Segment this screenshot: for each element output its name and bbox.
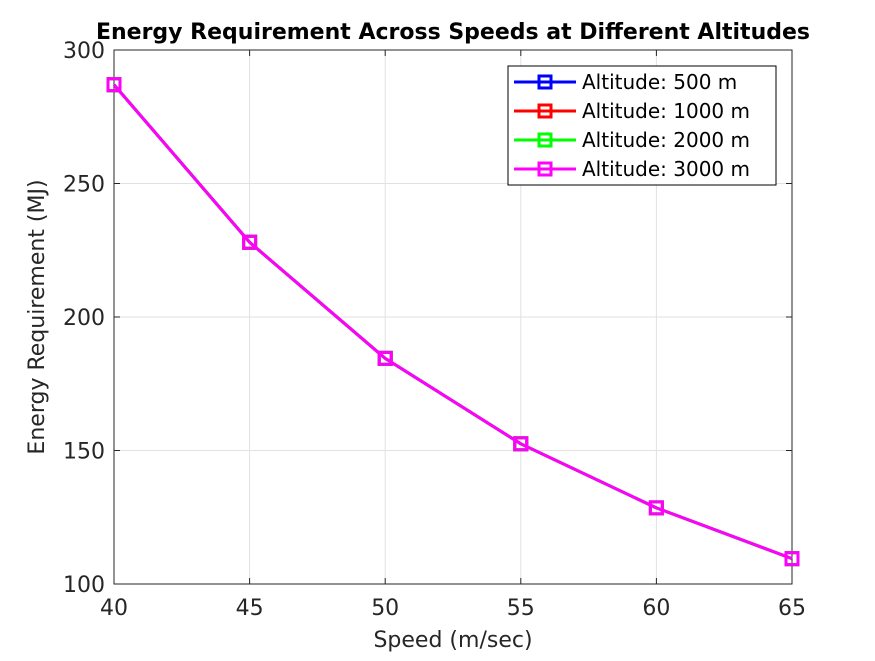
- x-tick-label: 50: [371, 596, 399, 621]
- y-tick-label: 100: [63, 573, 105, 598]
- legend-label: Altitude: 3000 m: [582, 157, 750, 181]
- legend-item: Altitude: 3000 m: [514, 157, 750, 181]
- legend-marker: [537, 161, 553, 177]
- data-point-marker: [784, 551, 800, 567]
- legend-item: Altitude: 2000 m: [514, 128, 750, 152]
- y-axis-ticks: 100 150 200 250 300: [63, 39, 792, 598]
- legend-label: Altitude: 2000 m: [582, 128, 750, 152]
- y-tick-label: 200: [63, 306, 105, 331]
- data-point-marker: [513, 436, 529, 452]
- legend-label: Altitude: 1000 m: [582, 99, 750, 123]
- series-4: [106, 77, 800, 567]
- x-tick-label: 55: [507, 596, 535, 621]
- legend-marker: [537, 132, 553, 148]
- legend-marker: [537, 74, 553, 90]
- x-tick-label: 40: [100, 596, 128, 621]
- x-axis-label: Speed (m/sec): [373, 628, 532, 653]
- x-tick-label: 65: [778, 596, 806, 621]
- series-group: [106, 77, 800, 567]
- legend-label: Altitude: 500 m: [582, 70, 737, 94]
- legend-item: Altitude: 1000 m: [514, 99, 750, 123]
- y-tick-label: 250: [63, 173, 105, 198]
- data-point-marker: [106, 77, 122, 93]
- chart-title: Energy Requirement Across Speeds at Diff…: [96, 20, 810, 45]
- x-tick-label: 45: [236, 596, 264, 621]
- legend-item: Altitude: 500 m: [514, 70, 737, 94]
- data-point-marker: [242, 234, 258, 250]
- y-tick-label: 300: [63, 39, 105, 64]
- data-point-marker: [648, 500, 664, 516]
- x-axis-ticks: 40 45 50 55 60 65: [100, 50, 806, 621]
- y-axis-label: Energy Requirement (MJ): [25, 179, 50, 454]
- data-point-marker: [377, 350, 393, 366]
- y-tick-label: 150: [63, 440, 105, 465]
- legend: Altitude: 500 m Altitude: 1000 m Altitude:…: [507, 65, 777, 186]
- legend-marker: [537, 103, 553, 119]
- series-line: [112, 83, 793, 561]
- x-tick-label: 60: [642, 596, 670, 621]
- legend-box: [507, 65, 777, 186]
